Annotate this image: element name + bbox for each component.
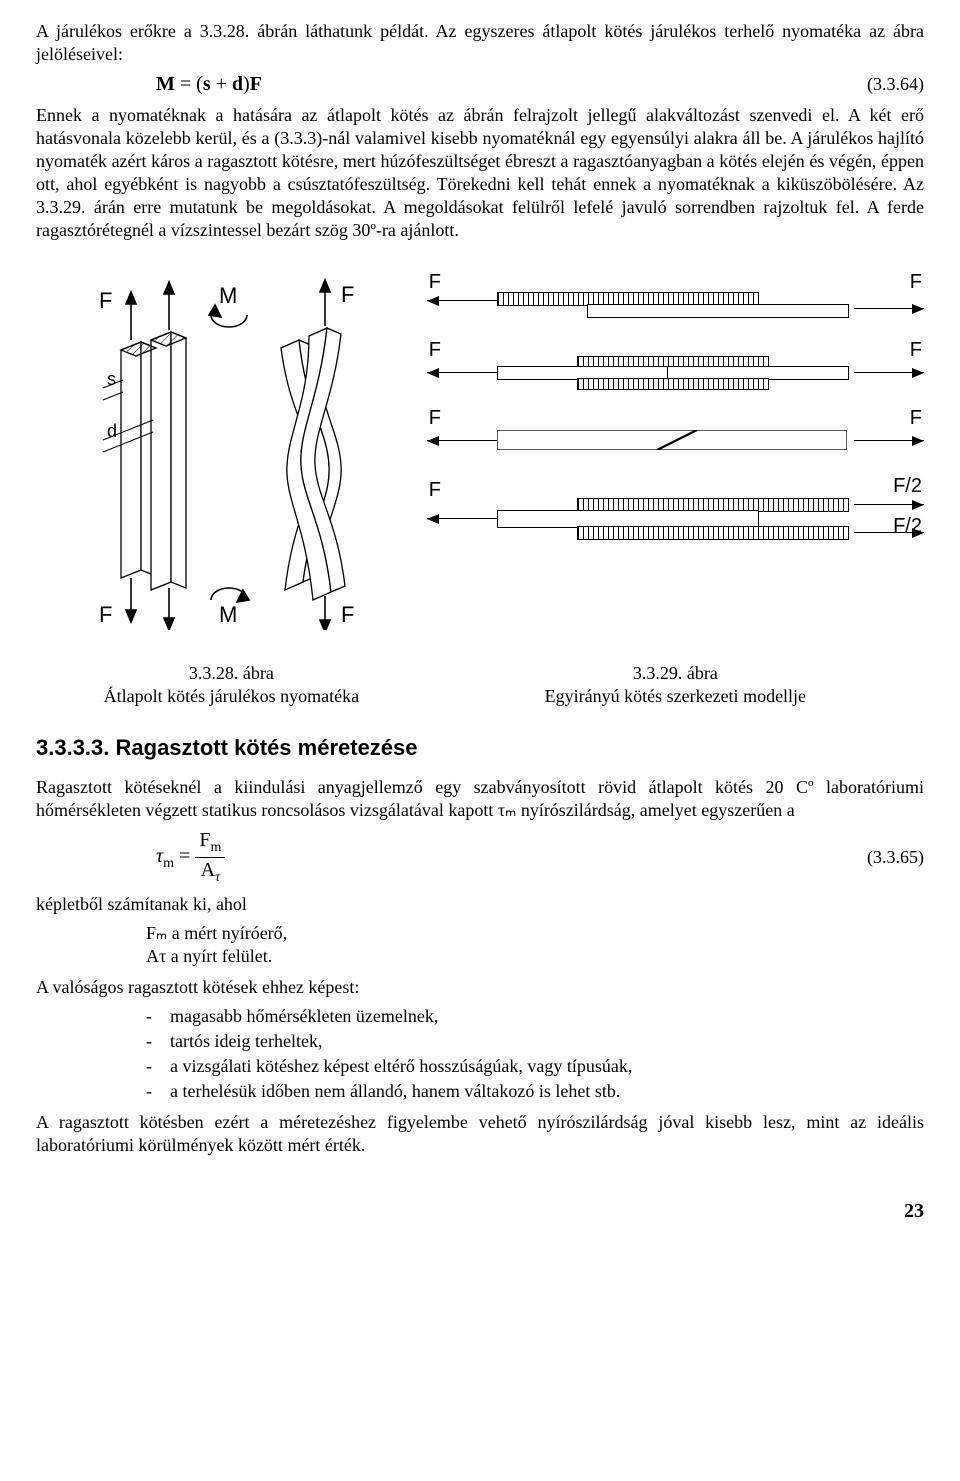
caption-3-3-28-a: 3.3.28. ábra — [36, 662, 427, 685]
page-number: 23 — [36, 1199, 924, 1225]
label-f-bl: F — [99, 602, 112, 627]
conditions-list: - magasabb hőmérsékleten üzemelnek, - ta… — [36, 1005, 924, 1103]
paragraph-explain: Ennek a nyomatéknak a hatására az átlapo… — [36, 104, 924, 242]
joint-variant-2: F F — [427, 338, 924, 396]
figure-3-3-28: s d F M — [36, 270, 427, 636]
force-label-left: F — [429, 406, 441, 432]
list-item: - a vizsgálati kötéshez képest eltérő ho… — [146, 1055, 924, 1078]
joint-variant-3: F F — [427, 406, 924, 464]
force-label-right: F — [910, 338, 922, 364]
label-f-tr: F — [341, 282, 354, 307]
paragraph-intro: A járulékos erőkre a 3.3.28. ábrán látha… — [36, 20, 924, 66]
list-item: - magasabb hőmérsékleten üzemelnek, — [146, 1005, 924, 1028]
joint-variant-1: F F — [427, 270, 924, 328]
label-m-t: M — [219, 283, 237, 308]
paragraph-conclusion: A ragasztott kötésben ezért a méretezésh… — [36, 1111, 924, 1157]
force-label-left: F — [429, 338, 441, 364]
label-f-br: F — [341, 602, 354, 627]
symbol-definitions: Fₘ a mért nyíróerő, Aτ a nyírt felület. — [146, 922, 924, 968]
force-label-right: F — [910, 406, 922, 432]
lap-joint-moment-diagram: s d F M — [81, 270, 381, 630]
label-m-b: M — [219, 602, 237, 627]
section-heading: 3.3.3.3. Ragasztott kötés méretezése — [36, 734, 924, 762]
caption-3-3-28-b: Átlapolt kötés járulékos nyomatéka — [36, 685, 427, 708]
equation-number: (3.3.64) — [867, 73, 924, 96]
force-label-right: F — [910, 270, 922, 296]
paragraph-where: képletből számítanak ki, ahol — [36, 893, 924, 916]
joint-variant-4: F F/2 F/2 — [427, 474, 924, 562]
paragraph-sizing-intro: Ragasztott kötéseknél a kiindulási anyag… — [36, 776, 924, 822]
caption-3-3-29-b: Egyirányú kötés szerkezeti modellje — [427, 685, 924, 708]
force-label-right-a: F/2 — [893, 474, 922, 500]
figure-3-3-29: F F F F F F — [427, 270, 924, 562]
def-fm: Fₘ a mért nyíróerő, — [146, 922, 924, 945]
caption-3-3-29-a: 3.3.29. ábra — [427, 662, 924, 685]
equation-body: τm = Fm Aτ — [156, 828, 225, 887]
def-at: Aτ a nyírt felület. — [146, 945, 924, 968]
label-s: s — [107, 369, 116, 389]
force-label-left: F — [429, 478, 441, 504]
list-item: - tartós ideig terheltek, — [146, 1030, 924, 1053]
label-d: d — [107, 421, 117, 441]
list-item: - a terhelésük időben nem állandó, hanem… — [146, 1080, 924, 1103]
equation-number: (3.3.65) — [867, 846, 924, 869]
equation-body: M = (s + d)F — [156, 72, 262, 98]
force-label-left: F — [429, 270, 441, 296]
figure-captions: 3.3.28. ábra Átlapolt kötés járulékos ny… — [36, 662, 924, 708]
figures-row: s d F M — [36, 270, 924, 636]
scarf-joint-svg — [497, 430, 847, 450]
paragraph-real-joints: A valóságos ragasztott kötések ehhez kép… — [36, 976, 924, 999]
equation-3-3-65: τm = Fm Aτ (3.3.65) — [36, 828, 924, 887]
label-f-tl: F — [99, 288, 112, 313]
equation-3-3-64: M = (s + d)F (3.3.64) — [36, 72, 924, 98]
